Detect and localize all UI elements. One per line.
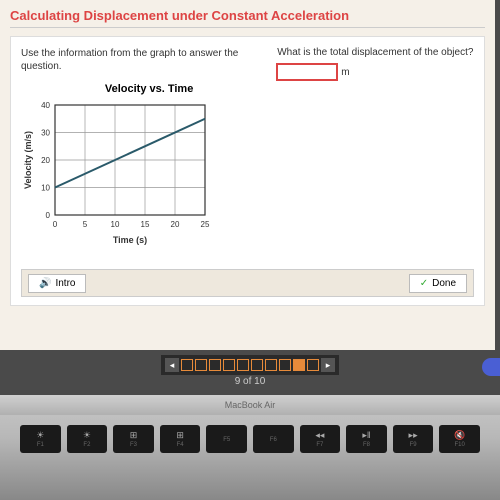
chart-title: Velocity vs. Time xyxy=(41,83,257,95)
progress-box[interactable] xyxy=(279,359,291,371)
page-title: Calculating Displacement under Constant … xyxy=(10,8,485,28)
svg-text:Time (s): Time (s) xyxy=(113,235,147,245)
progress-box[interactable] xyxy=(195,359,207,371)
keyboard: ☀F1☀F2⊞F3⊞F4F5F6◂◂F7▸‖F8▸▸F9🔇F10 xyxy=(0,415,500,463)
question-text: What is the total displacement of the ob… xyxy=(277,47,474,58)
svg-text:5: 5 xyxy=(83,220,88,229)
progress-box[interactable] xyxy=(307,359,319,371)
progress-text: 9 of 10 xyxy=(235,376,266,387)
keyboard-key: ⊞F3 xyxy=(113,425,154,453)
intro-button[interactable]: 🔊 Intro xyxy=(28,274,86,293)
lesson-content: Calculating Displacement under Constant … xyxy=(0,0,495,350)
svg-text:Velocity (m/s): Velocity (m/s) xyxy=(23,131,33,189)
progress-box[interactable] xyxy=(209,359,221,371)
svg-text:30: 30 xyxy=(41,129,50,138)
progress-box[interactable] xyxy=(293,359,305,371)
keyboard-key: ⊞F4 xyxy=(160,425,201,453)
keyboard-key: ☀F1 xyxy=(20,425,61,453)
svg-text:0: 0 xyxy=(53,220,58,229)
svg-text:10: 10 xyxy=(41,184,50,193)
done-label: Done xyxy=(432,278,456,289)
keyboard-key: ◂◂F7 xyxy=(300,425,341,453)
velocity-chart: 0 5 10 15 20 25 0 10 20 30 40 Time (s) Velocity (m/s… xyxy=(21,99,221,259)
progress-box[interactable] xyxy=(181,359,193,371)
keyboard-key: F5 xyxy=(206,425,247,453)
question-panel: Use the information from the graph to an… xyxy=(10,36,485,306)
progress-box[interactable] xyxy=(237,359,249,371)
panel-footer: 🔊 Intro ✓ Done xyxy=(21,269,474,297)
speaker-icon: 🔊 xyxy=(39,278,51,289)
svg-text:20: 20 xyxy=(41,156,50,165)
svg-text:10: 10 xyxy=(111,220,120,229)
intro-label: Intro xyxy=(55,278,75,289)
svg-text:25: 25 xyxy=(201,220,210,229)
progress-nav: ◂ ▸ xyxy=(161,355,339,375)
prev-button[interactable]: ◂ xyxy=(165,358,179,372)
answer-input[interactable] xyxy=(277,64,337,80)
keyboard-key: F6 xyxy=(253,425,294,453)
next-button[interactable]: ▸ xyxy=(321,358,335,372)
answer-unit: m xyxy=(341,67,349,78)
progress-box[interactable] xyxy=(223,359,235,371)
svg-text:0: 0 xyxy=(46,211,51,220)
keyboard-key: 🔇F10 xyxy=(439,425,480,453)
svg-text:15: 15 xyxy=(141,220,150,229)
help-bubble[interactable] xyxy=(482,358,500,376)
laptop: MacBook Air ☀F1☀F2⊞F3⊞F4F5F6◂◂F7▸‖F8▸▸F9… xyxy=(0,395,500,500)
done-button[interactable]: ✓ Done xyxy=(409,274,467,293)
keyboard-key: ▸▸F9 xyxy=(393,425,434,453)
keyboard-key: ▸‖F8 xyxy=(346,425,387,453)
instruction-text: Use the information from the graph to an… xyxy=(21,47,257,73)
chart-container: Velocity vs. Time 0 5 10 15 20 25 0 10 20 30 40 Tim… xyxy=(21,83,257,259)
svg-text:40: 40 xyxy=(41,101,50,110)
check-icon: ✓ xyxy=(420,278,428,289)
progress-box[interactable] xyxy=(251,359,263,371)
svg-text:20: 20 xyxy=(171,220,180,229)
keyboard-key: ☀F2 xyxy=(67,425,108,453)
progress-box[interactable] xyxy=(265,359,277,371)
laptop-brand: MacBook Air xyxy=(0,395,500,415)
